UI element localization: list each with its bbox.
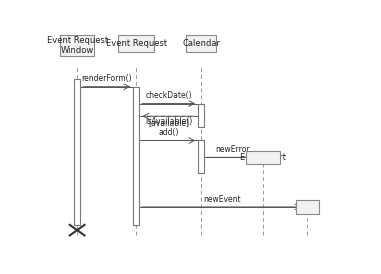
Text: Calendar: Calendar (182, 39, 220, 48)
Bar (198, 141, 204, 173)
Text: newEvent: newEvent (203, 195, 241, 204)
Text: Event: Event (295, 202, 320, 212)
Bar (246, 150, 280, 164)
Text: checkDate(): checkDate() (146, 91, 192, 100)
Bar (198, 104, 204, 127)
Text: Event Request: Event Request (106, 39, 167, 48)
Text: Event Request
Window: Event Request Window (46, 36, 108, 55)
Text: isAvailable(): isAvailable() (145, 118, 192, 127)
Bar (74, 79, 80, 225)
Bar (60, 35, 94, 56)
Bar (296, 200, 319, 214)
Text: Email Alert: Email Alert (240, 153, 286, 162)
Bar (118, 35, 154, 52)
Text: renderForm(): renderForm() (82, 74, 132, 83)
Bar (133, 87, 139, 225)
Bar (186, 35, 216, 52)
Text: [available]
add(): [available] add() (148, 118, 189, 137)
Text: newError: newError (215, 145, 250, 154)
